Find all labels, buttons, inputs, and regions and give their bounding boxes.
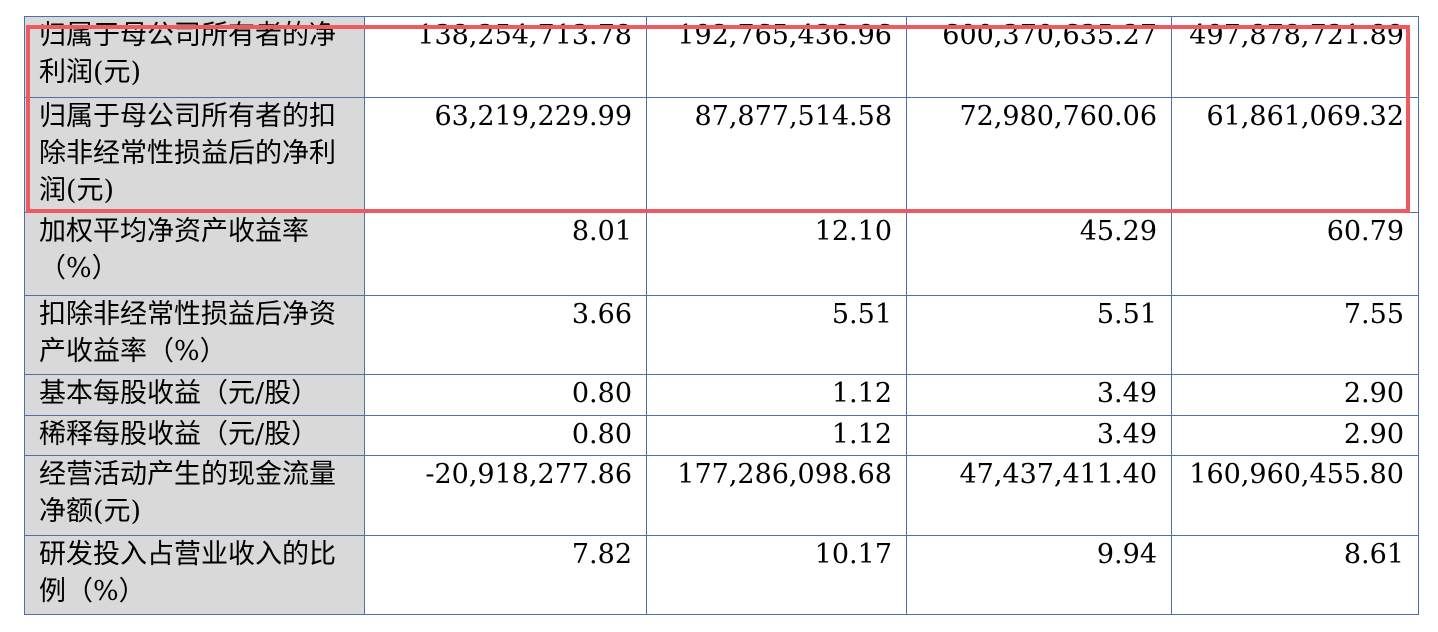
- table-row: 归属于母公司所有者的净利润(元) 138,254,713.78 192,765,…: [24, 16, 1419, 98]
- value-cell: 5.51: [906, 295, 1172, 375]
- financial-indicators-table: 归属于母公司所有者的净利润(元) 138,254,713.78 192,765,…: [24, 16, 1419, 615]
- row-label: 研发投入占营业收入的比例（%）: [24, 535, 365, 615]
- table-row: 归属于母公司所有者的扣除非经常性损益后的净利润(元) 63,219,229.99…: [24, 97, 1419, 213]
- table-row: 研发投入占营业收入的比例（%） 7.82 10.17 9.94 8.61: [24, 535, 1419, 615]
- value-cell: 63,219,229.99: [364, 97, 647, 213]
- value-cell: 3.49: [906, 415, 1172, 456]
- value-cell: 2.90: [1171, 415, 1419, 456]
- value-cell: 72,980,760.06: [906, 97, 1172, 213]
- row-label: 基本每股收益（元/股）: [24, 374, 365, 416]
- value-cell: 192,765,436.96: [646, 16, 907, 98]
- value-cell: 3.49: [906, 374, 1172, 416]
- value-cell: 600,370,635.27: [906, 16, 1172, 98]
- value-cell: 138,254,713.78: [364, 16, 647, 98]
- value-cell: 8.61: [1171, 535, 1419, 615]
- value-cell: 0.80: [364, 374, 647, 416]
- value-cell: 45.29: [906, 212, 1172, 296]
- table-row: 稀释每股收益（元/股） 0.80 1.12 3.49 2.90: [24, 415, 1419, 456]
- value-cell: 47,437,411.40: [906, 455, 1172, 536]
- value-cell: 5.51: [646, 295, 907, 375]
- value-cell: 497,878,721.89: [1171, 16, 1419, 98]
- value-cell: 177,286,098.68: [646, 455, 907, 536]
- value-cell: 160,960,455.80: [1171, 455, 1419, 536]
- value-cell: 7.55: [1171, 295, 1419, 375]
- value-cell: -20,918,277.86: [364, 455, 647, 536]
- row-label: 归属于母公司所有者的净利润(元): [24, 16, 365, 98]
- value-cell: 87,877,514.58: [646, 97, 907, 213]
- value-cell: 3.66: [364, 295, 647, 375]
- value-cell: 10.17: [646, 535, 907, 615]
- value-cell: 0.80: [364, 415, 647, 456]
- value-cell: 12.10: [646, 212, 907, 296]
- row-label: 经营活动产生的现金流量净额(元): [24, 455, 365, 536]
- table-row: 经营活动产生的现金流量净额(元) -20,918,277.86 177,286,…: [24, 455, 1419, 536]
- value-cell: 1.12: [646, 415, 907, 456]
- table-row: 扣除非经常性损益后净资产收益率（%） 3.66 5.51 5.51 7.55: [24, 295, 1419, 375]
- value-cell: 2.90: [1171, 374, 1419, 416]
- row-label: 归属于母公司所有者的扣除非经常性损益后的净利润(元): [24, 97, 365, 213]
- row-label: 加权平均净资产收益率（%）: [24, 212, 365, 296]
- value-cell: 1.12: [646, 374, 907, 416]
- value-cell: 60.79: [1171, 212, 1419, 296]
- value-cell: 9.94: [906, 535, 1172, 615]
- table-row: 基本每股收益（元/股） 0.80 1.12 3.49 2.90: [24, 374, 1419, 416]
- value-cell: 61,861,069.32: [1171, 97, 1419, 213]
- value-cell: 7.82: [364, 535, 647, 615]
- row-label: 扣除非经常性损益后净资产收益率（%）: [24, 295, 365, 375]
- value-cell: 8.01: [364, 212, 647, 296]
- row-label: 稀释每股收益（元/股）: [24, 415, 365, 456]
- table-row: 加权平均净资产收益率（%） 8.01 12.10 45.29 60.79: [24, 212, 1419, 296]
